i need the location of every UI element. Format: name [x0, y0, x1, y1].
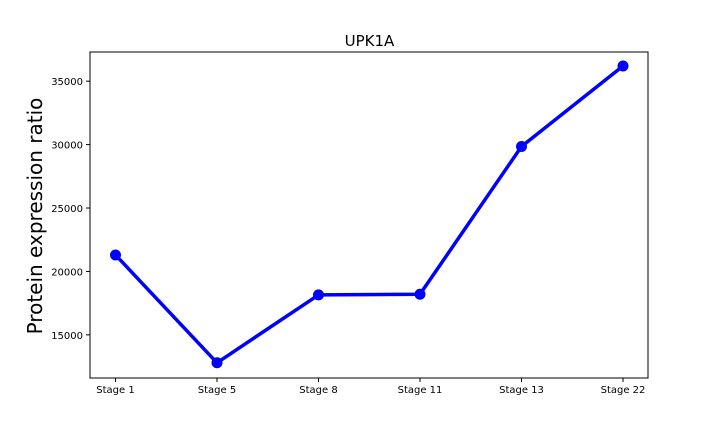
data-point	[313, 289, 324, 301]
y-tick-label: 25000	[51, 204, 83, 215]
x-tick-label: Stage 22	[601, 385, 646, 396]
y-axis-label: Protein expression ratio	[23, 98, 47, 335]
data-point	[617, 60, 629, 72]
x-axis-ticks: Stage 1 Stage 5 Stage 8 Stage 11 Stage 13 Sta…	[96, 378, 645, 396]
plot-frame	[89, 51, 649, 379]
series-line	[113, 64, 625, 365]
data-point	[211, 357, 223, 369]
data-point	[110, 249, 121, 261]
y-tick-label: 30000	[51, 141, 83, 152]
y-tick-label: 15000	[51, 331, 83, 342]
y-tick-label: 20000	[51, 267, 83, 278]
data-point	[414, 288, 426, 300]
x-tick-label: Stage 13	[499, 385, 544, 396]
y-tick-label: 35000	[51, 77, 83, 88]
chart-title: UPK1A	[345, 32, 395, 50]
x-tick-label: Stage 5	[198, 385, 236, 396]
data-point	[516, 141, 527, 153]
y-axis-ticks: 15000 20000 25000 30000 35000	[51, 77, 90, 342]
x-tick-label: Stage 11	[398, 385, 443, 396]
x-tick-label: Stage 1	[96, 385, 134, 396]
x-tick-label: Stage 8	[299, 385, 337, 396]
series-layer	[110, 60, 629, 369]
